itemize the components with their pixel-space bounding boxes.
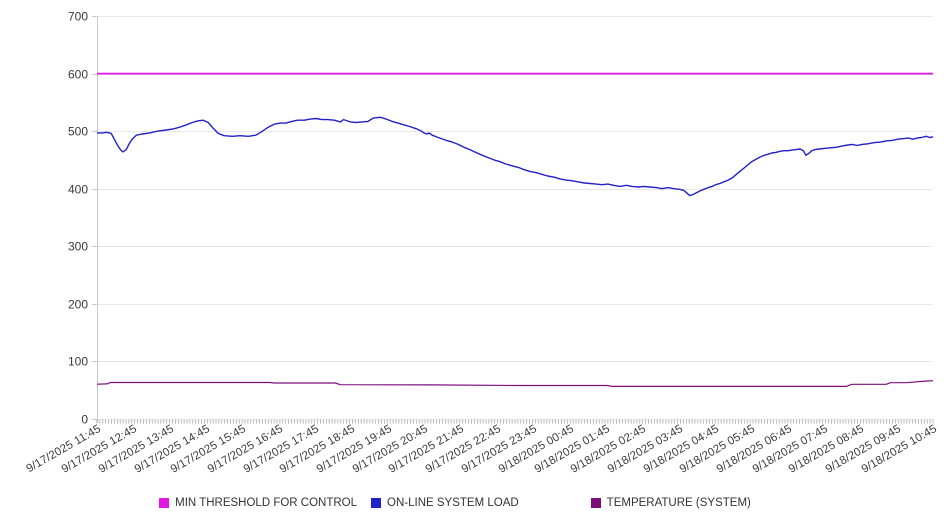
online-system-load-swatch-icon [371, 498, 382, 508]
y-axis-label: 300 [68, 240, 88, 254]
y-axis-label: 500 [68, 125, 88, 139]
temperature-system-swatch-icon [590, 498, 601, 508]
legend-label: TEMPERATURE (SYSTEM) [606, 497, 751, 509]
y-axis-label: 100 [68, 355, 88, 369]
min-threshold-swatch-icon [159, 498, 170, 508]
x-axis-minor-ticks [96, 419, 934, 424]
legend-item-online-system-load: ON-LINE SYSTEM LOAD [371, 497, 519, 509]
plot-area: 0 100 200 300 400 500 600 700 [68, 10, 934, 427]
legend-label: MIN THRESHOLD FOR CONTROL [175, 497, 358, 509]
legend-item-min-threshold: MIN THRESHOLD FOR CONTROL [159, 497, 357, 509]
legend-item-temperature-system: TEMPERATURE (SYSTEM) [590, 497, 751, 509]
y-axis-label: 400 [68, 183, 88, 197]
y-axis-label: 0 [81, 413, 88, 427]
y-axis-label: 200 [68, 298, 88, 312]
y-axis-label: 600 [68, 68, 88, 82]
legend: MIN THRESHOLD FOR CONTROL ON-LINE SYSTEM… [0, 497, 946, 509]
legend-label: ON-LINE SYSTEM LOAD [387, 497, 519, 509]
series-line-temperature-system [96, 380, 934, 387]
y-axis-label: 700 [68, 10, 88, 24]
series-line-on-line-system-load [97, 116, 934, 197]
